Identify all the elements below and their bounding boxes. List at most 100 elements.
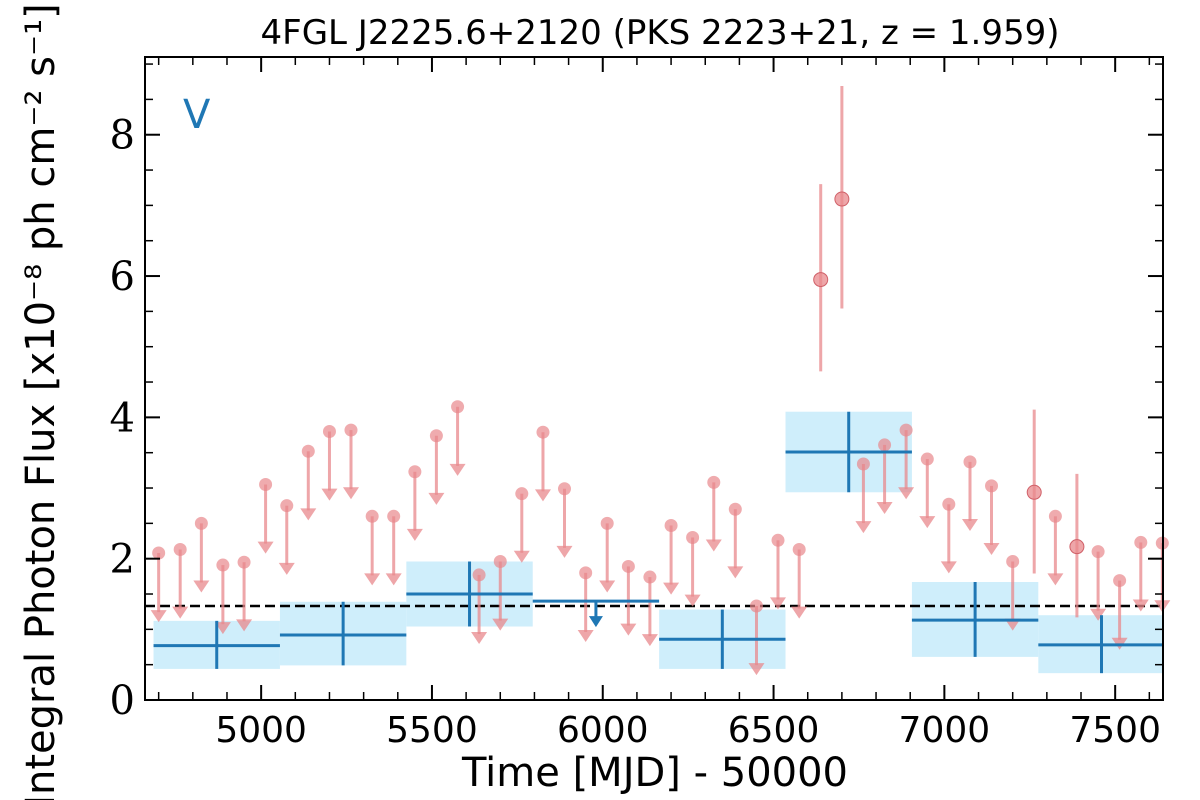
- short-bin-point: [301, 444, 315, 458]
- short-bin-point: [878, 438, 892, 452]
- short-bin-upper-limit-arrow: [406, 528, 423, 541]
- x-tick-label: 5500: [386, 710, 478, 751]
- y-axis-label: Integral Photon Flux [x10⁻⁸ ph cm⁻² s⁻¹]: [18, 3, 64, 800]
- short-bin-point: [686, 530, 700, 544]
- short-bin-upper-limit-arrow: [321, 488, 338, 501]
- short-bin-upper-limit-arrow: [684, 594, 701, 607]
- short-bin-upper-limit-arrow: [172, 606, 189, 619]
- x-tick-label: 5000: [215, 710, 307, 751]
- short-bin-point: [557, 482, 571, 496]
- short-bin-upper-limit-arrow: [534, 489, 551, 502]
- short-bin-upper-limit-arrow: [727, 566, 744, 579]
- short-bin-upper-limit-arrow: [236, 619, 253, 632]
- short-bin-upper-limit-arrow: [961, 519, 978, 532]
- short-bin-upper-limit-arrow: [620, 623, 637, 636]
- panel-label: V: [183, 92, 211, 138]
- short-bin-point: [920, 452, 934, 466]
- plot-frame: [144, 56, 1164, 701]
- short-bin-upper-limit-arrow: [428, 492, 445, 505]
- short-bin-upper-limit-arrow: [876, 502, 893, 515]
- y-tick-label: 6: [110, 254, 135, 300]
- short-bin-upper-limit-arrow: [556, 545, 573, 558]
- short-bin-upper-limit-arrow: [770, 597, 787, 610]
- short-bin-point: [408, 465, 422, 479]
- x-tick-label: 7500: [1069, 710, 1161, 751]
- short-bin-point: [834, 191, 850, 207]
- short-bin-point: [600, 516, 614, 530]
- long-bin-series-layer: [153, 411, 1163, 674]
- short-bin-upper-limit-arrow: [364, 573, 381, 586]
- short-bin-upper-limit-arrow: [791, 606, 808, 619]
- x-axis-label: Time [MJD] - 50000: [461, 750, 848, 796]
- short-bin-point: [1113, 574, 1127, 588]
- short-bin-point: [280, 499, 294, 513]
- short-bin-point: [1091, 545, 1105, 559]
- short-bin-point: [1134, 535, 1148, 549]
- x-tick-label: 6000: [557, 710, 649, 751]
- short-bin-point: [237, 555, 251, 569]
- short-bin-upper-limit-arrow: [705, 539, 722, 552]
- short-bin-point: [216, 558, 230, 572]
- plot-frame-border: [144, 56, 1164, 701]
- short-bin-upper-limit-arrow: [1090, 608, 1107, 621]
- short-bin-point: [365, 509, 379, 523]
- short-bin-point: [1048, 509, 1062, 523]
- short-bin-point: [771, 533, 785, 547]
- y-tick-label: 8: [110, 113, 135, 159]
- short-bin-upper-limit-arrow: [278, 562, 295, 575]
- short-bin-point: [322, 424, 336, 438]
- short-bin-point: [579, 566, 593, 580]
- short-bin-upper-limit-arrow: [1047, 573, 1064, 586]
- long-bin-upper-limit-arrow: [588, 616, 603, 628]
- short-bin-upper-limit-arrow: [492, 618, 509, 631]
- short-bin-upper-limit-arrow: [663, 582, 680, 595]
- short-bin-point: [387, 509, 401, 523]
- short-bin-point: [985, 479, 999, 493]
- short-bin-upper-limit-arrow: [513, 550, 530, 563]
- short-bin-point: [493, 555, 507, 569]
- y-tick-label: 2: [110, 537, 135, 583]
- short-bin-point: [344, 423, 358, 437]
- short-bin-point: [707, 475, 721, 489]
- short-bin-point: [856, 457, 870, 471]
- y-tick-label: 0: [110, 678, 135, 724]
- short-bin-point: [728, 502, 742, 516]
- short-bin-upper-limit-arrow: [385, 573, 402, 586]
- short-bin-upper-limit-arrow: [919, 516, 936, 529]
- short-bin-upper-limit-arrow: [855, 521, 872, 534]
- short-bin-point: [1026, 484, 1042, 500]
- short-bin-point: [1069, 539, 1085, 555]
- x-tick-label: 6500: [728, 710, 820, 751]
- short-bin-upper-limit-arrow: [342, 487, 359, 500]
- short-bin-upper-limit-arrow: [599, 580, 616, 593]
- short-bin-upper-limit-arrow: [471, 632, 488, 645]
- short-bin-point: [536, 425, 550, 439]
- short-bin-upper-limit-arrow: [1132, 599, 1149, 612]
- short-bin-point: [813, 272, 829, 288]
- short-bin-point: [152, 546, 166, 560]
- chart-title: 4FGL J2225.6+2120 (PKS 2223+21, z = 1.95…: [261, 13, 1060, 53]
- short-bin-point: [259, 477, 273, 491]
- short-bin-upper-limit-arrow: [257, 541, 274, 554]
- short-bin-upper-limit-arrow: [898, 487, 915, 500]
- short-bin-upper-limit-arrow: [214, 622, 231, 635]
- short-bin-point: [963, 455, 977, 469]
- short-bin-point: [515, 487, 529, 501]
- x-tick-label: 7000: [899, 710, 991, 751]
- short-bin-point: [429, 429, 443, 443]
- short-bin-upper-limit-arrow: [748, 663, 765, 676]
- short-bin-upper-limit-arrow: [193, 580, 210, 593]
- short-bin-point: [472, 568, 486, 582]
- short-bin-point: [664, 518, 678, 532]
- short-bin-upper-limit-arrow: [940, 561, 957, 574]
- short-bin-upper-limit-arrow: [449, 463, 466, 476]
- short-bin-point: [643, 570, 657, 584]
- short-bin-point: [942, 497, 956, 511]
- short-bin-point: [173, 542, 187, 556]
- short-bin-upper-limit-arrow: [300, 508, 317, 521]
- short-bin-point: [792, 542, 806, 556]
- short-bin-upper-limit-arrow: [577, 629, 594, 642]
- short-bin-point: [451, 400, 465, 414]
- short-bin-upper-limit-arrow: [641, 634, 658, 647]
- short-bin-point: [621, 559, 635, 573]
